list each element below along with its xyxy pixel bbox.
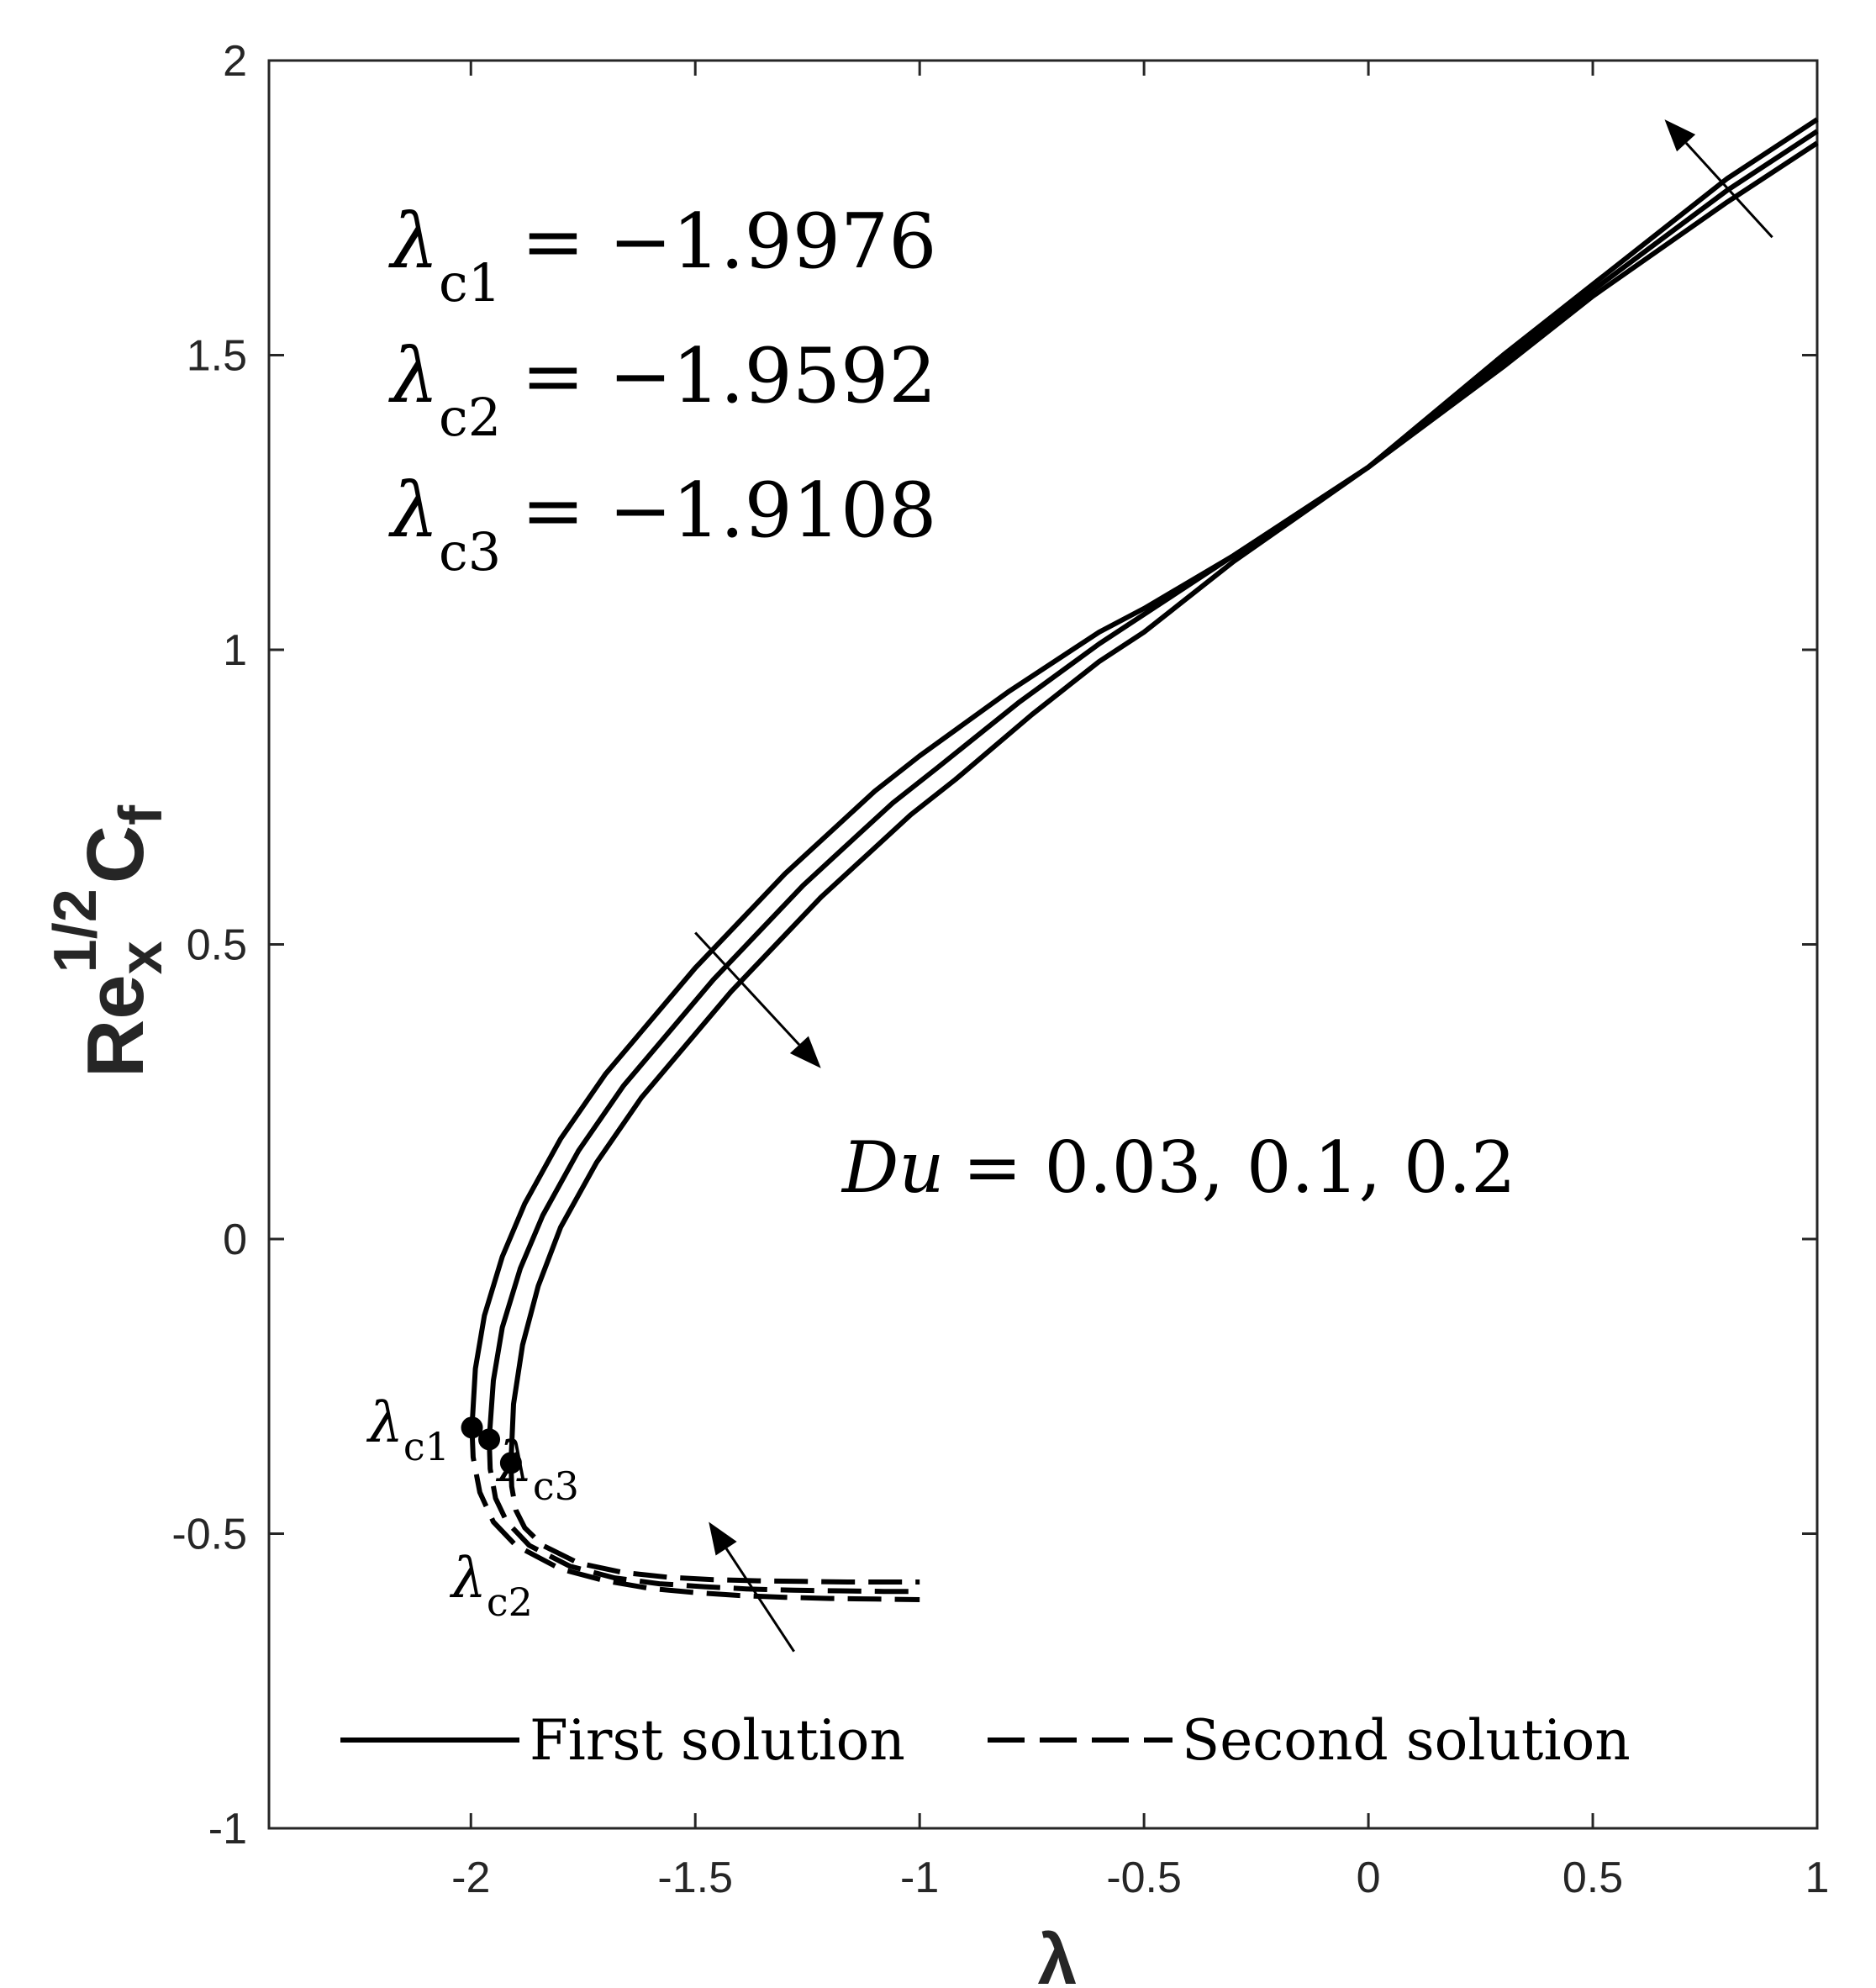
x-tick-label: 0.5 bbox=[1562, 1854, 1623, 1902]
arrow-shaft-2 bbox=[694, 931, 800, 1046]
y-tick-label: 0 bbox=[223, 1215, 247, 1264]
du-annotation: Du = 0.03, 0.1, 0.2 bbox=[841, 1126, 1516, 1209]
critical-point-1 bbox=[461, 1416, 483, 1439]
series-line-5 bbox=[487, 1439, 920, 1595]
y-tick-label: 2 bbox=[223, 37, 247, 86]
direction-arrows bbox=[694, 119, 1773, 1653]
x-tick-label: 1 bbox=[1805, 1854, 1830, 1902]
point-label-c2: λc2 bbox=[449, 1546, 533, 1625]
axis-ticks: -2 -1.5 -1 -0.5 0 0.5 1 -1 -0.5 0 0.5 1 1.5 2 bbox=[171, 37, 1829, 1902]
legend-label-first: First solution bbox=[530, 1708, 905, 1773]
critical-points bbox=[461, 1416, 522, 1474]
plot-frame bbox=[267, 59, 1819, 1830]
critical-value-2: λc2 = −1.9592 bbox=[388, 332, 937, 448]
y-tick-label: 1.5 bbox=[187, 332, 247, 381]
critical-value-3: λc3 = −1.9108 bbox=[388, 467, 937, 583]
y-axis-label-base: Re bbox=[71, 974, 161, 1078]
critical-point-3 bbox=[499, 1452, 522, 1474]
legend-label-second: Second solution bbox=[1182, 1708, 1631, 1773]
series-line-6 bbox=[508, 1463, 920, 1585]
y-axis-label-base2: C bbox=[71, 825, 161, 883]
arrow-shaft-1 bbox=[1684, 142, 1773, 239]
critical-point-2 bbox=[478, 1428, 501, 1451]
y-axis-label-sup: 1/2 bbox=[42, 889, 109, 973]
x-tick-label: -1.5 bbox=[657, 1854, 733, 1902]
x-tick-label: -0.5 bbox=[1106, 1854, 1182, 1902]
series-line-4 bbox=[469, 1427, 920, 1602]
y-axis-label: Rex1/2 Cf bbox=[42, 804, 175, 1078]
series-line-3 bbox=[508, 117, 1819, 1463]
svg-text:Rex1/2Cf: Rex1/2 Cf bbox=[42, 804, 175, 1078]
series-lines bbox=[469, 117, 1819, 1602]
y-tick-label: -0.5 bbox=[171, 1511, 247, 1559]
arrow-head-1 bbox=[1664, 119, 1696, 152]
series-line-2 bbox=[487, 129, 1819, 1440]
x-tick-label: -2 bbox=[451, 1854, 490, 1902]
y-tick-label: 0.5 bbox=[187, 921, 247, 970]
y-axis-label-sub: x bbox=[108, 941, 175, 974]
arrow-shaft-3 bbox=[725, 1548, 795, 1653]
y-tick-label: -1 bbox=[208, 1805, 247, 1854]
arrow-head-2 bbox=[789, 1036, 821, 1068]
arrow-head-3 bbox=[709, 1521, 737, 1556]
y-axis-label-sub2: f bbox=[108, 804, 175, 825]
x-axis-label: λ bbox=[1038, 1920, 1078, 1988]
point-label-c1: λc1 bbox=[366, 1390, 450, 1469]
y-tick-label: 1 bbox=[223, 626, 247, 675]
x-tick-label: 0 bbox=[1357, 1854, 1381, 1902]
critical-value-1: λc1 = −1.9976 bbox=[388, 198, 937, 314]
legend: First solution Second solution bbox=[340, 1708, 1631, 1773]
x-tick-label: -1 bbox=[900, 1854, 939, 1902]
point-label-c3: λc3 bbox=[495, 1430, 579, 1509]
